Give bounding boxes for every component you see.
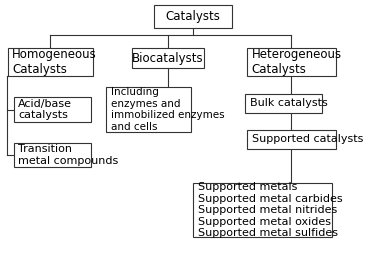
Text: Biocatalysts: Biocatalysts: [132, 52, 204, 64]
FancyBboxPatch shape: [193, 183, 332, 237]
FancyBboxPatch shape: [247, 130, 336, 149]
Text: Supported metals
Supported metal carbides
Supported metal nitrides
Supported met: Supported metals Supported metal carbide…: [198, 182, 342, 238]
FancyBboxPatch shape: [14, 98, 91, 122]
Text: Supported catalysts: Supported catalysts: [252, 134, 363, 144]
FancyBboxPatch shape: [132, 48, 204, 68]
Text: Acid/base
catalysts: Acid/base catalysts: [18, 99, 72, 120]
Text: Bulk catalysts: Bulk catalysts: [250, 98, 327, 108]
FancyBboxPatch shape: [154, 5, 232, 28]
Text: Including
enzymes and
immobilized enzymes
and cells: Including enzymes and immobilized enzyme…: [111, 87, 224, 132]
Text: Homogeneous
Catalysts: Homogeneous Catalysts: [12, 48, 97, 76]
Text: Transition
metal compounds: Transition metal compounds: [18, 144, 119, 166]
FancyBboxPatch shape: [247, 48, 336, 76]
FancyBboxPatch shape: [106, 87, 191, 132]
Text: Catalysts: Catalysts: [166, 10, 220, 23]
FancyBboxPatch shape: [14, 142, 91, 167]
FancyBboxPatch shape: [8, 48, 93, 76]
Text: Heterogeneous
Catalysts: Heterogeneous Catalysts: [252, 48, 342, 76]
FancyBboxPatch shape: [245, 94, 322, 113]
